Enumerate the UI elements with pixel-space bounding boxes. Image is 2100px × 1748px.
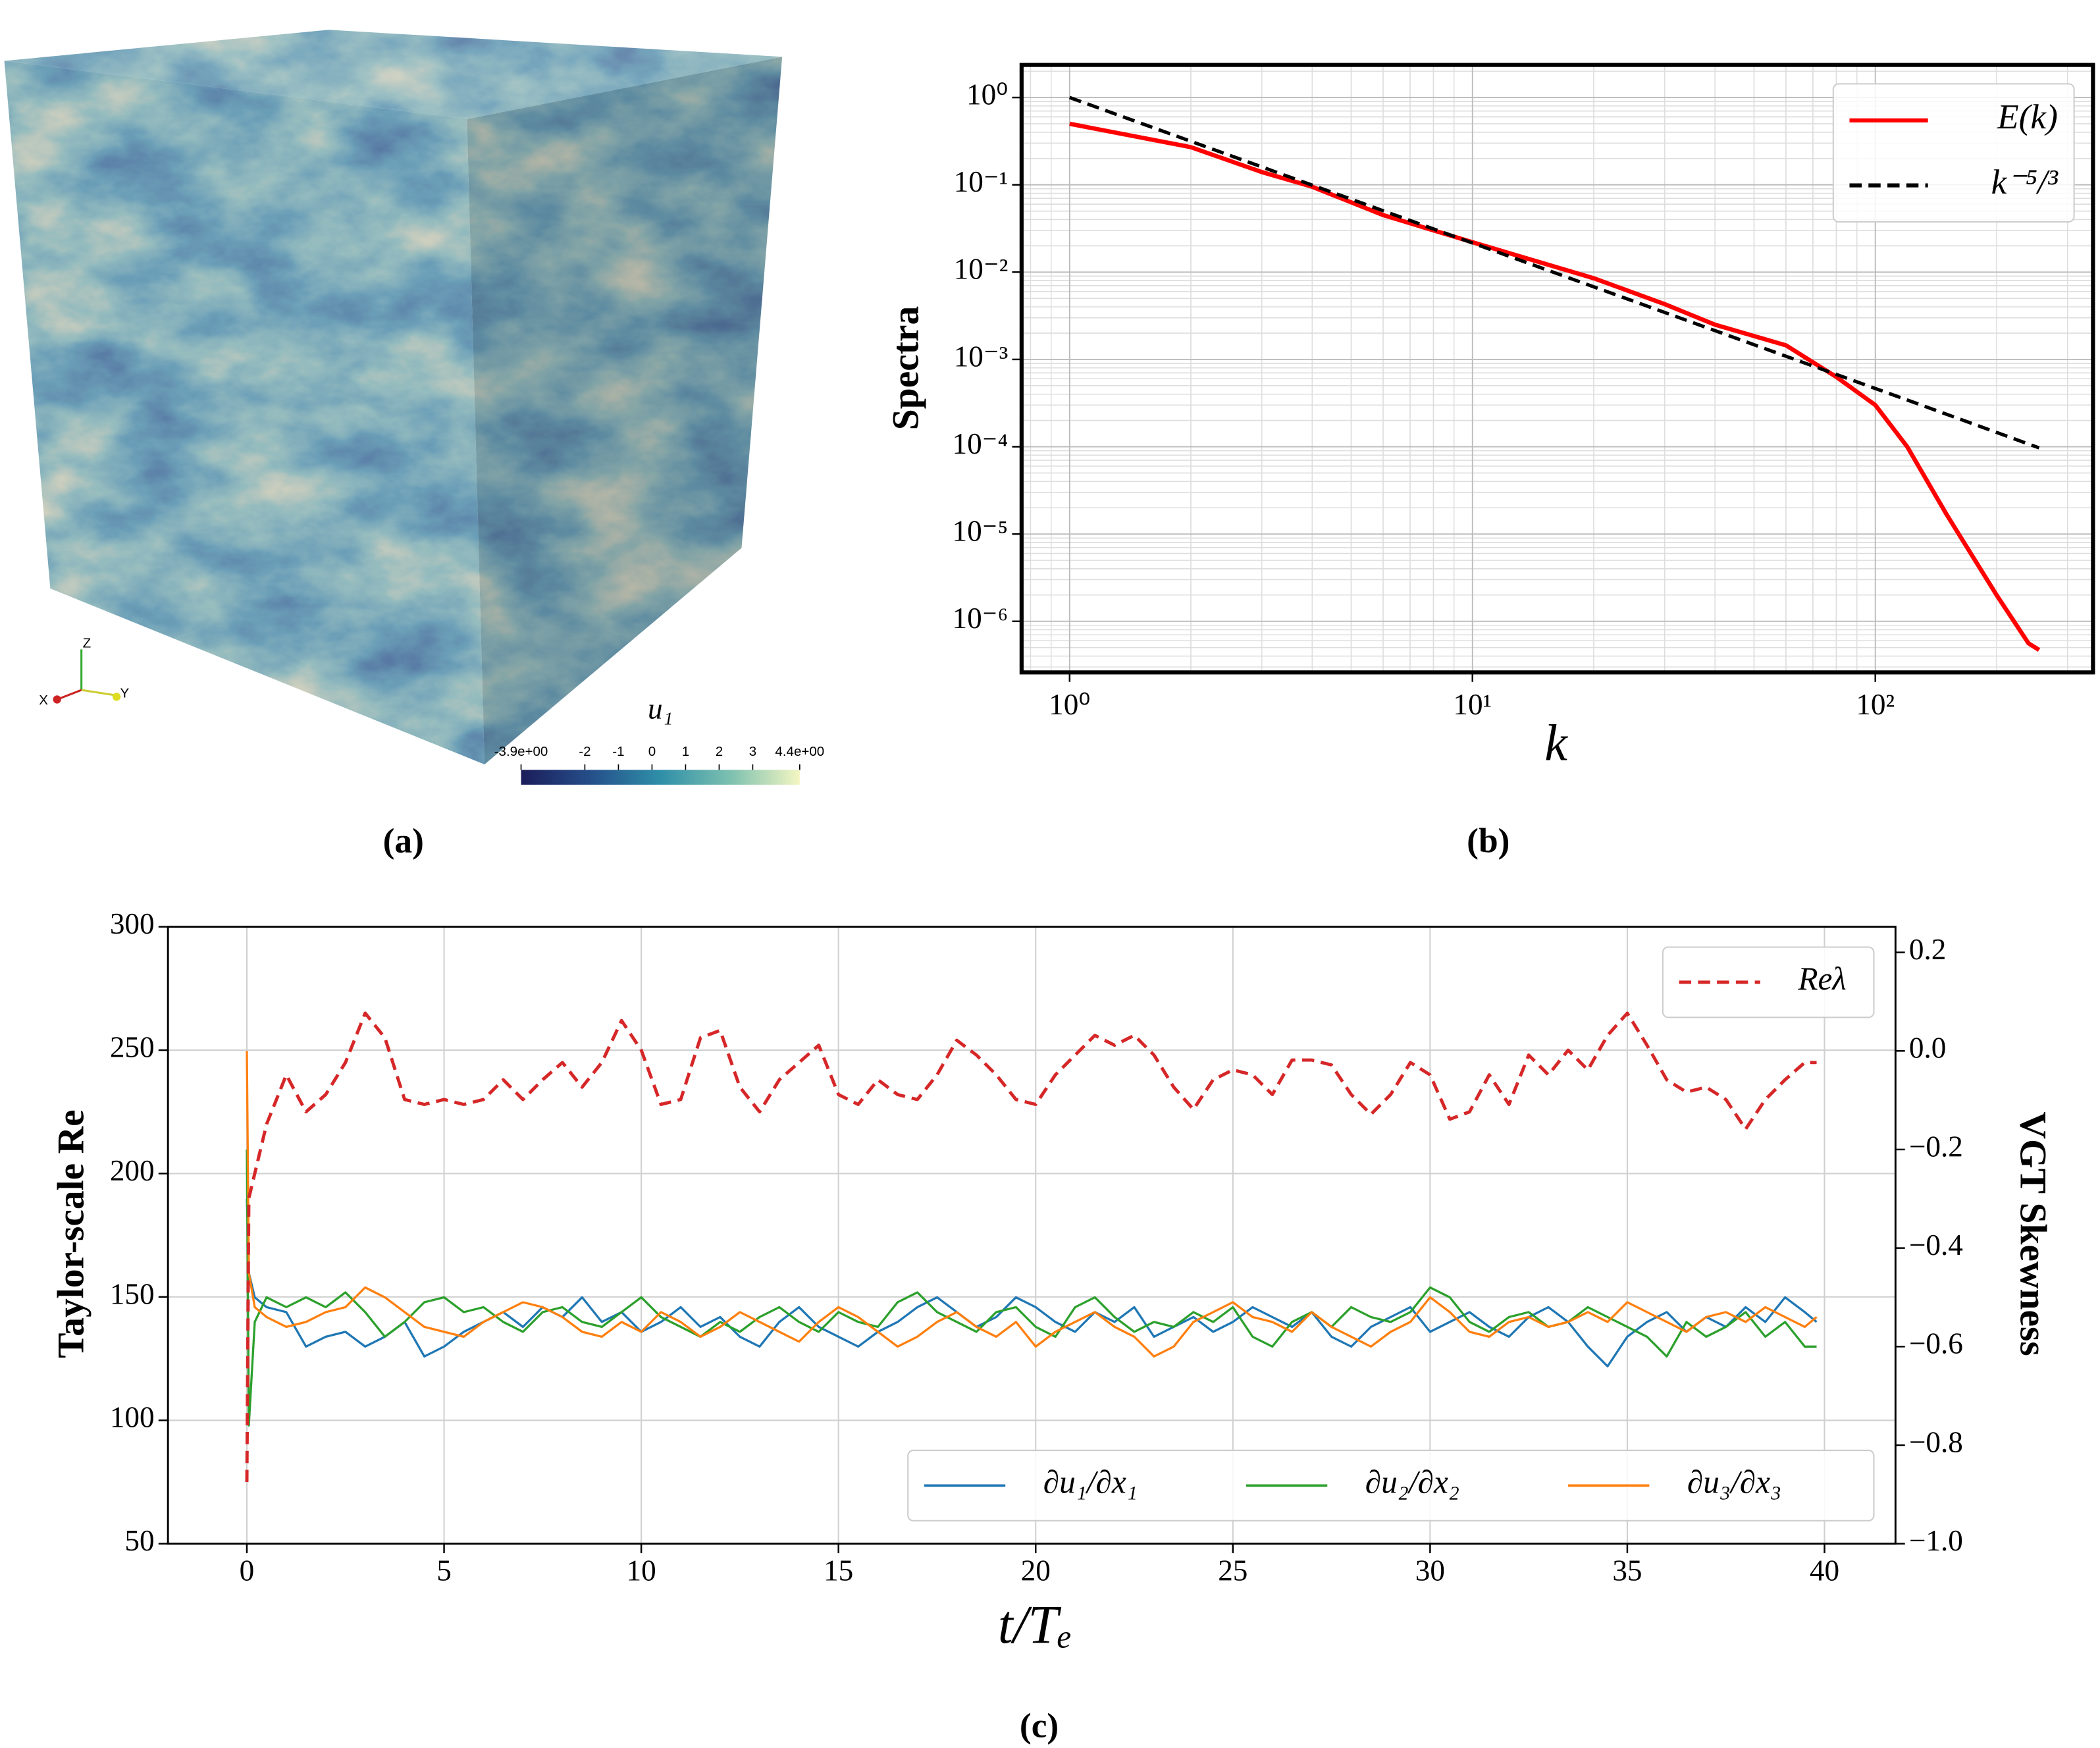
y-axis-label: Taylor-scale Re [51,1109,92,1358]
y2-axis-label: VGT Skewness [2012,1111,2054,1356]
series-line [1068,95,2040,450]
axes-triad: X Y Z [39,636,129,708]
caption: (a) [383,821,424,861]
y2-tick-label: −0.8 [1909,1425,1963,1458]
x-tick-label: 20 [1021,1554,1051,1587]
axis-y-label: Y [120,686,130,701]
y-tick-label: 10⁻¹ [954,165,1009,198]
axis-y-tip [112,693,121,701]
caption: (c) [1020,1705,1059,1745]
plot-lines [245,1011,1818,1483]
y-tick-label: 50 [124,1524,154,1557]
colorbar-tick-label: 2 [716,744,723,759]
plot-frame [1019,63,2095,675]
legend-box [907,1449,1875,1522]
y-tick-label: 10⁻³ [954,340,1009,373]
colorbar-tick-label: -3.9e+00 [494,744,548,759]
colorbar-label: u₁ [648,692,673,725]
x-tick-label: 10¹ [1453,688,1492,721]
colorbar-tick-label: 4.4e+00 [775,744,824,759]
x-axis-label: t/Tₑ [998,1595,1072,1655]
series-line [246,1051,1818,1358]
colorbar-tick-label: 0 [648,744,656,759]
y-tick-label: 250 [110,1030,155,1063]
series-line [246,1198,1818,1367]
axis-z-label: Z [83,636,92,651]
series-line [245,1011,1817,1483]
x-tick-label: 10² [1856,688,1895,721]
legend-label: E(k) [1997,97,2058,136]
legend-box [1662,946,1875,1019]
y2-tick-label: 0.0 [1909,1032,1946,1065]
x-tick-label: 10⁰ [1049,688,1090,721]
x-tick-label: 40 [1810,1554,1839,1587]
colorbar-tick-label: -1 [612,744,624,759]
legend-label: Reλ [1797,961,1846,997]
x-tick-label: 25 [1218,1554,1247,1587]
legend-label: k⁻⁵/³ [1991,162,2059,201]
cube [4,30,783,765]
y-tick-label: 10⁻⁶ [952,602,1008,635]
x-tick-label: 15 [824,1554,853,1587]
y2-tick-label: −1.0 [1909,1524,1963,1557]
legend-label: ∂u₁/∂x₁ [1043,1464,1138,1500]
legend-label: ∂u₂/∂x₂ [1365,1464,1459,1500]
y-axis-label: Spectra [885,306,926,430]
x-tick-label: 5 [436,1554,452,1587]
x-axis-label: k [1544,714,1568,771]
colorbar-tick-label: 3 [749,744,756,759]
axis-y [81,689,117,697]
y-tick-label: 100 [110,1401,155,1434]
x-tick-label: 10 [627,1554,656,1587]
x-tick-label: 0 [240,1554,255,1587]
x-tick-label: 35 [1612,1554,1642,1587]
y-tick-label: 10⁻⁴ [952,427,1008,460]
y2-tick-label: −0.6 [1909,1327,1963,1360]
colorbar-tick-label: 1 [682,744,689,759]
y2-tick-label: 0.2 [1909,933,1946,966]
y-tick-label: 10⁰ [966,78,1008,111]
colorbar [521,770,800,785]
y-tick-label: 10⁻² [954,253,1009,286]
plot-frame [167,926,1897,1545]
y2-tick-label: −0.4 [1909,1229,1963,1261]
caption: (b) [1467,821,1509,861]
y-tick-label: 300 [110,907,155,940]
y-tick-label: 150 [110,1277,155,1310]
y-tick-label: 200 [110,1154,155,1187]
axis-x-tip [53,695,61,704]
x-tick-label: 30 [1415,1554,1445,1587]
colorbar-tick-label: -2 [579,744,591,759]
series-line [1069,121,2041,652]
y-tick-label: 10⁻⁵ [952,515,1008,548]
face-shade [4,30,783,119]
face-shade [467,57,783,765]
y2-tick-label: −0.2 [1909,1130,1963,1163]
plot-lines [1068,95,2041,652]
series-line [246,1149,1817,1427]
axis-x-label: X [39,693,48,708]
axis-x [57,689,82,701]
legend-label: ∂u₃/∂x₃ [1687,1464,1781,1500]
